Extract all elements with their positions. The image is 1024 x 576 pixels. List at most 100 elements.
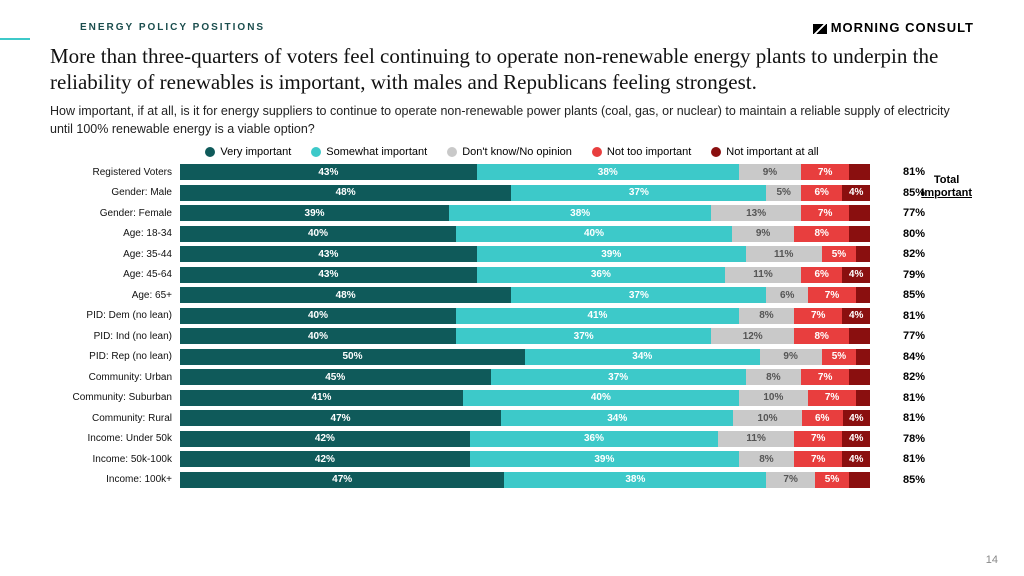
legend-swatch	[711, 147, 721, 157]
bar-segment: 4%	[842, 308, 870, 324]
chart-row: Age: 45-6443%36%11%6%4%79%	[50, 264, 974, 285]
bar-segment: 4%	[842, 451, 870, 467]
accent-tick	[0, 38, 30, 40]
chart-row: Community: Suburban41%40%10%7%81%	[50, 387, 974, 408]
bar-segment: 7%	[801, 164, 849, 180]
stacked-bar: 40%40%9%8%	[180, 226, 870, 242]
row-label: Income: 100k+	[50, 474, 180, 485]
bar-segment: 47%	[180, 472, 504, 488]
bar-segment	[849, 205, 870, 221]
chart-row: Income: Under 50k42%36%11%7%4%78%	[50, 428, 974, 449]
bar-segment: 40%	[456, 226, 732, 242]
stacked-bar: 39%38%13%7%	[180, 205, 870, 221]
row-total: 84%	[884, 351, 944, 363]
bar-segment: 12%	[711, 328, 794, 344]
bar-segment: 36%	[470, 431, 718, 447]
bar-segment: 7%	[766, 472, 814, 488]
stacked-bar: 50%34%9%5%	[180, 349, 870, 365]
legend-item: Don't know/No opinion	[447, 146, 572, 158]
bar-segment: 11%	[746, 246, 822, 262]
bar-segment: 9%	[732, 226, 794, 242]
stacked-bar: 42%36%11%7%4%	[180, 431, 870, 447]
stacked-bar: 41%40%10%7%	[180, 390, 870, 406]
row-total: 82%	[884, 248, 944, 260]
row-total: 77%	[884, 207, 944, 219]
bar-segment	[849, 164, 870, 180]
bar-segment	[856, 287, 870, 303]
bar-segment: 41%	[456, 308, 739, 324]
stacked-bar: 40%37%12%8%	[180, 328, 870, 344]
bar-segment	[856, 246, 870, 262]
chart-row: PID: Ind (no lean)40%37%12%8%77%	[50, 326, 974, 347]
bar-segment: 11%	[725, 267, 801, 283]
chart-row: Gender: Male48%37%5%6%4%85%	[50, 182, 974, 203]
chart-row: Community: Urban45%37%8%7%82%	[50, 367, 974, 388]
legend-label: Very important	[220, 146, 291, 158]
bar-segment: 38%	[477, 164, 739, 180]
row-label: Age: 18-34	[50, 228, 180, 239]
bar-segment: 7%	[801, 205, 849, 221]
stacked-bar: 42%39%8%7%4%	[180, 451, 870, 467]
row-label: Age: 65+	[50, 290, 180, 301]
legend-swatch	[205, 147, 215, 157]
bar-segment: 38%	[449, 205, 711, 221]
bar-segment	[849, 369, 870, 385]
chart-row: Registered Voters43%38%9%7%81%	[50, 162, 974, 183]
bar-segment: 40%	[463, 390, 739, 406]
row-label: Income: 50k-100k	[50, 454, 180, 465]
row-label: Community: Rural	[50, 413, 180, 424]
eyebrow: ENERGY POLICY POSITIONS	[80, 22, 265, 33]
bar-segment: 7%	[808, 287, 856, 303]
bar-segment: 45%	[180, 369, 491, 385]
chart-row: PID: Rep (no lean)50%34%9%5% 84%	[50, 346, 974, 367]
legend-label: Not important at all	[726, 146, 818, 158]
bar-segment	[849, 472, 870, 488]
bar-segment: 6%	[766, 287, 807, 303]
row-label: PID: Rep (no lean)	[50, 351, 180, 362]
chart-row: PID: Dem (no lean)40%41%8%7%4% 81%	[50, 305, 974, 326]
bar-segment: 10%	[739, 390, 808, 406]
bar-segment	[849, 328, 870, 344]
bar-segment: 7%	[808, 390, 856, 406]
stacked-bar: 43%38%9%7%	[180, 164, 870, 180]
chart-row: Income: 100k+47%38%7%5%85%	[50, 469, 974, 490]
bar-segment: 6%	[801, 185, 842, 201]
bar-segment: 37%	[511, 287, 766, 303]
bar-segment: 10%	[733, 410, 801, 426]
bar-segment: 4%	[843, 410, 870, 426]
stacked-bar: 40%41%8%7%4%	[180, 308, 870, 324]
page-number: 14	[986, 554, 998, 566]
bar-segment: 8%	[739, 451, 794, 467]
bar-segment: 36%	[477, 267, 725, 283]
stacked-bar: 43%39%11%5%	[180, 246, 870, 262]
bar-segment: 39%	[477, 246, 746, 262]
stacked-bar: 43%36%11%6%4%	[180, 267, 870, 283]
legend: Very important Somewhat important Don't kn…	[50, 146, 974, 158]
stacked-bar: 48%37%6%7%	[180, 287, 870, 303]
bar-segment: 42%	[180, 451, 470, 467]
row-total: 80%	[884, 228, 944, 240]
legend-item: Very important	[205, 146, 291, 158]
row-total: 81%	[884, 412, 944, 424]
bar-segment: 50%	[180, 349, 525, 365]
total-header-l1: Total	[921, 174, 972, 187]
bar-segment: 48%	[180, 185, 511, 201]
headline: More than three-quarters of voters feel …	[50, 43, 974, 96]
row-label: Gender: Male	[50, 187, 180, 198]
bar-segment: 47%	[180, 410, 501, 426]
bar-segment: 48%	[180, 287, 511, 303]
row-total: 81%	[884, 310, 944, 322]
row-total: 81%	[884, 392, 944, 404]
row-label: PID: Dem (no lean)	[50, 310, 180, 321]
bar-segment: 4%	[842, 431, 870, 447]
bar-segment: 40%	[180, 226, 456, 242]
bar-segment: 8%	[739, 308, 794, 324]
bar-segment: 34%	[525, 349, 760, 365]
row-total: 81%	[884, 453, 944, 465]
bar-segment: 40%	[180, 328, 456, 344]
legend-label: Somewhat important	[326, 146, 427, 158]
bar-segment: 37%	[456, 328, 711, 344]
stacked-bar: 47%34%10%6%4%	[180, 410, 870, 426]
bar-segment: 8%	[746, 369, 801, 385]
bar-segment: 37%	[491, 369, 746, 385]
